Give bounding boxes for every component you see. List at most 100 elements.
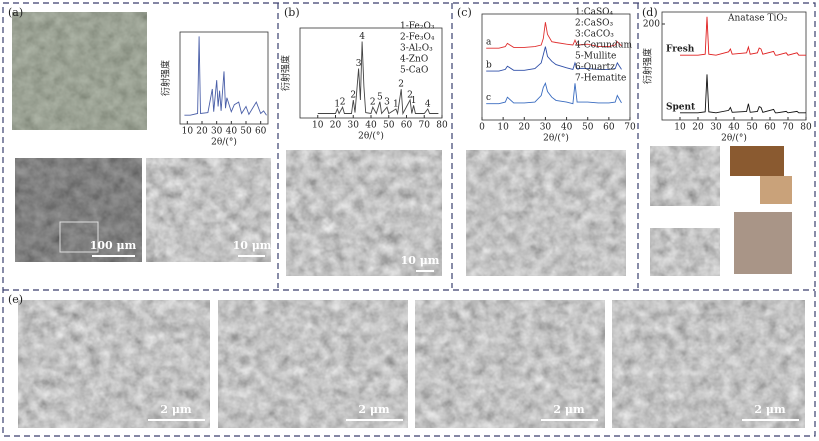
- sem-image: [466, 150, 626, 276]
- y-tick-label: 200: [643, 20, 660, 30]
- x-tick-label: 20: [519, 123, 531, 133]
- peak-label: 2: [407, 91, 413, 101]
- y-axis-label: 衍射强度: [160, 60, 172, 96]
- zoom-box: [59, 221, 99, 253]
- x-tick-label: 10: [182, 127, 194, 137]
- legend-entry: 4-Corundum: [575, 41, 633, 51]
- pattern-line: [317, 41, 439, 116]
- scale-label: 10 μm: [401, 254, 440, 267]
- x-tick-label: 60: [401, 121, 413, 131]
- x-tick-label: 30: [540, 123, 552, 133]
- panel-label: (e): [8, 293, 23, 306]
- catalyst-photo: [650, 146, 720, 206]
- legend-entry: 3:CaCO₃: [575, 30, 614, 40]
- x-axis-label: 2θ/(°): [211, 137, 237, 148]
- pattern-line: [680, 16, 806, 56]
- x-tick-label: 60: [603, 123, 615, 133]
- x-tick-label: 20: [330, 121, 342, 131]
- scale-label: 100 μm: [90, 239, 137, 252]
- legend-entry: 6-Quartz: [575, 63, 615, 73]
- peak-label: 4: [359, 32, 365, 42]
- scale-label: 2 μm: [754, 403, 786, 416]
- sem-image: [218, 300, 408, 428]
- x-tick-label: 40: [365, 121, 377, 131]
- x-tick-label: 40: [561, 123, 573, 133]
- x-tick-label: 70: [419, 121, 431, 131]
- plot-frame: [481, 13, 631, 121]
- panel-label: (d): [642, 6, 658, 19]
- peak-label: 4: [425, 100, 431, 110]
- peak-label: 5: [377, 92, 383, 102]
- plot-frame: [179, 31, 269, 125]
- photo-shade: [15, 158, 142, 262]
- x-tick-label: 50: [582, 123, 594, 133]
- peak-label: 3: [384, 98, 390, 108]
- x-tick-label: 50: [383, 121, 395, 131]
- x-tick-label: 30: [348, 121, 360, 131]
- scale-label: 2 μm: [358, 403, 390, 416]
- legend-entry: 2:CaSO₃: [575, 19, 614, 29]
- series-label: a: [486, 38, 492, 48]
- y-axis-label: 衍射强度: [642, 48, 654, 84]
- legend-entry: 5-CaO: [400, 66, 428, 76]
- panel-label: (c): [457, 6, 472, 19]
- y-axis-label: 衍射强度: [280, 55, 292, 91]
- peak-label: 3: [356, 59, 362, 69]
- panel-label: (b): [284, 6, 300, 19]
- legend-entry: 1-Fe₂O₃: [400, 22, 435, 32]
- legend-entry: 7-Hematite: [575, 74, 626, 84]
- sem-image: [286, 150, 442, 276]
- series-label: Spent: [666, 102, 696, 112]
- peak-label: 2: [398, 80, 404, 90]
- pattern-line: [486, 82, 622, 105]
- sem-image: [612, 300, 805, 428]
- x-tick-label: 80: [800, 123, 812, 133]
- x-axis-label: 2θ/(°): [358, 131, 384, 142]
- peak-label: 2: [340, 98, 346, 108]
- x-axis-label: 2θ/(°): [543, 133, 569, 144]
- peak-label: 1: [393, 100, 399, 110]
- sem-image: [146, 158, 271, 262]
- photo-tint: [12, 12, 147, 130]
- sem-image: [18, 300, 210, 428]
- peak-label: 1: [334, 100, 340, 110]
- pattern-line: [680, 74, 806, 114]
- sem-image: [415, 300, 605, 428]
- x-tick-label: 60: [764, 123, 776, 133]
- legend-entry: 1:CaSO₄: [575, 8, 614, 18]
- legend-entry: 5-Mullite: [575, 52, 616, 62]
- series-label: Fresh: [666, 45, 695, 55]
- x-tick-label: 10: [674, 123, 686, 133]
- pattern-line: [486, 22, 622, 49]
- x-tick-label: 10: [312, 121, 324, 131]
- panel-label: (a): [8, 6, 23, 19]
- peak-label: 1: [411, 96, 417, 106]
- catalyst-photo: [734, 212, 792, 274]
- x-tick-label: 50: [240, 127, 252, 137]
- scale-label: 2 μm: [553, 403, 585, 416]
- x-tick-label: 70: [782, 123, 794, 133]
- legend-entry: Anatase TiO₂: [727, 14, 788, 24]
- pattern-line: [184, 36, 267, 116]
- pattern-line: [486, 46, 622, 72]
- series-label: c: [486, 93, 491, 103]
- x-tick-label: 50: [746, 123, 758, 133]
- gravel-photo: [12, 12, 147, 130]
- x-tick-label: 60: [255, 127, 267, 137]
- catalyst-photo: [760, 176, 792, 204]
- legend-entry: 2-Fe₃O₄: [400, 33, 435, 43]
- x-tick-label: 20: [692, 123, 704, 133]
- legend-entry: 4-ZnO: [400, 55, 428, 65]
- peak-label: 2: [350, 91, 356, 101]
- x-tick-label: 30: [710, 123, 722, 133]
- legend-entry: 3-Al₂O₃: [400, 44, 433, 54]
- x-axis-label: 2θ/(°): [721, 133, 747, 144]
- x-tick-label: 20: [196, 127, 208, 137]
- sem-image: [15, 158, 142, 262]
- scale-label: 2 μm: [160, 403, 192, 416]
- x-tick-label: 40: [226, 127, 238, 137]
- x-tick-label: 0: [479, 123, 485, 133]
- peak-label: 2: [370, 98, 376, 108]
